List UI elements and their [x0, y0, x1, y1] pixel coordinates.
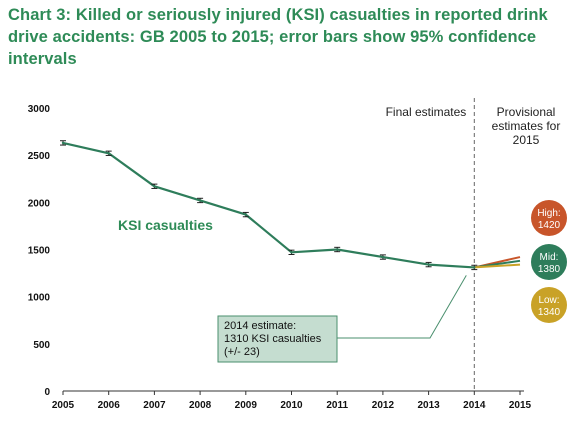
data-point: [198, 199, 202, 202]
y-tick-label: 500: [33, 340, 50, 351]
projection-bubble-value: 1380: [538, 264, 561, 275]
projection-bubble-label: High:: [537, 208, 560, 219]
annotation-text-line: 2014 estimate:: [224, 320, 296, 332]
x-tick-label: 2006: [98, 400, 121, 411]
x-tick-label: 2014: [463, 400, 486, 411]
provisional-label-line: 2015: [513, 133, 540, 147]
annotation-box: [217, 315, 338, 363]
provisional-estimates-label: Provisional estimates for 2015: [492, 105, 561, 147]
projection-bubble-value: 1340: [538, 307, 561, 318]
estimate-divider-group: Final estimates Provisional estimates for 2…: [386, 98, 561, 391]
data-point: [427, 263, 430, 266]
ksi-series-line: [62, 141, 475, 269]
x-tick-label: 2013: [417, 400, 440, 411]
series-layer: KSI casualties: [60, 140, 521, 271]
x-tick-label: 2008: [189, 400, 212, 411]
data-point: [381, 255, 385, 259]
y-tick-label: 1000: [28, 293, 51, 304]
final-estimates-label: Final estimates: [386, 105, 467, 119]
annotation-text-line: (+/- 23): [224, 346, 260, 358]
y-tick-label: 3000: [28, 104, 51, 115]
projection-bubble-label: Low:: [538, 295, 559, 306]
x-tick-label: 2009: [235, 400, 258, 411]
y-tick-label: 2000: [28, 198, 51, 209]
data-point: [153, 185, 156, 188]
data-point: [473, 266, 476, 269]
chart-title: Chart 3: Killed or seriously injured (KS…: [8, 6, 548, 68]
provisional-label-line: Provisional: [497, 105, 556, 119]
projection-bubble: [531, 200, 567, 236]
x-tick-label: 2007: [143, 400, 166, 411]
x-tick-label: 2005: [52, 400, 75, 411]
x-tick-label: 2015: [509, 400, 532, 411]
projection-bubble-value: 1420: [538, 220, 561, 231]
data-point: [61, 141, 65, 145]
y-tick-label: 2500: [28, 151, 51, 162]
projection-bubble: [531, 244, 567, 280]
y-tick-label: 1500: [28, 246, 51, 257]
provisional-label-line: estimates for: [492, 119, 561, 133]
annotation-layer: High:1420 Mid:1380 Low:1340 2014 estimate:1…: [217, 200, 567, 363]
projection-bubble-label: Mid:: [540, 252, 559, 263]
annotation-leader-line: [337, 275, 467, 339]
chart-axes: 2005 2006 2007 2008 2009 2010 2011 2012 2013 2014…: [28, 104, 532, 411]
series-label: KSI casualties: [118, 217, 213, 233]
y-tick-label: 0: [44, 387, 50, 398]
x-tick-label: 2012: [372, 400, 395, 411]
data-point: [290, 251, 293, 254]
data-point: [107, 152, 110, 155]
projection-bubble: [531, 287, 567, 323]
x-tick-label: 2011: [326, 400, 348, 411]
annotation-text-line: 1310 KSI casualties: [224, 333, 322, 345]
data-point: [336, 248, 339, 251]
x-tick-label: 2010: [280, 400, 303, 411]
projection-line: [474, 263, 521, 269]
data-point: [244, 213, 247, 216]
